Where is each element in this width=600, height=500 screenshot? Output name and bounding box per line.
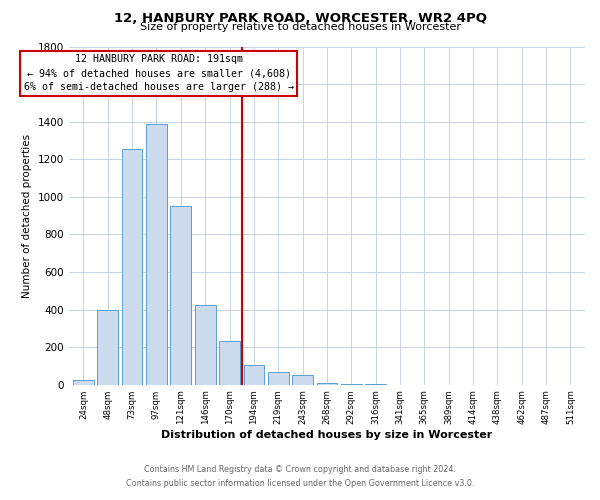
Bar xyxy=(292,376,313,384)
Bar xyxy=(170,206,191,384)
Bar xyxy=(97,310,118,384)
Text: 12, HANBURY PARK ROAD, WORCESTER, WR2 4PQ: 12, HANBURY PARK ROAD, WORCESTER, WR2 4P… xyxy=(113,12,487,26)
Bar xyxy=(268,372,289,384)
Bar xyxy=(122,149,142,384)
Bar xyxy=(244,365,264,384)
Bar xyxy=(146,124,167,384)
Bar xyxy=(317,383,337,384)
Bar xyxy=(219,340,240,384)
X-axis label: Distribution of detached houses by size in Worcester: Distribution of detached houses by size … xyxy=(161,430,493,440)
Text: Size of property relative to detached houses in Worcester: Size of property relative to detached ho… xyxy=(139,22,461,32)
Bar xyxy=(73,380,94,384)
Text: Contains HM Land Registry data © Crown copyright and database right 2024.
Contai: Contains HM Land Registry data © Crown c… xyxy=(126,466,474,487)
Bar xyxy=(195,305,215,384)
Text: 12 HANBURY PARK ROAD: 191sqm
← 94% of detached houses are smaller (4,608)
6% of : 12 HANBURY PARK ROAD: 191sqm ← 94% of de… xyxy=(24,54,294,92)
Y-axis label: Number of detached properties: Number of detached properties xyxy=(22,134,32,298)
